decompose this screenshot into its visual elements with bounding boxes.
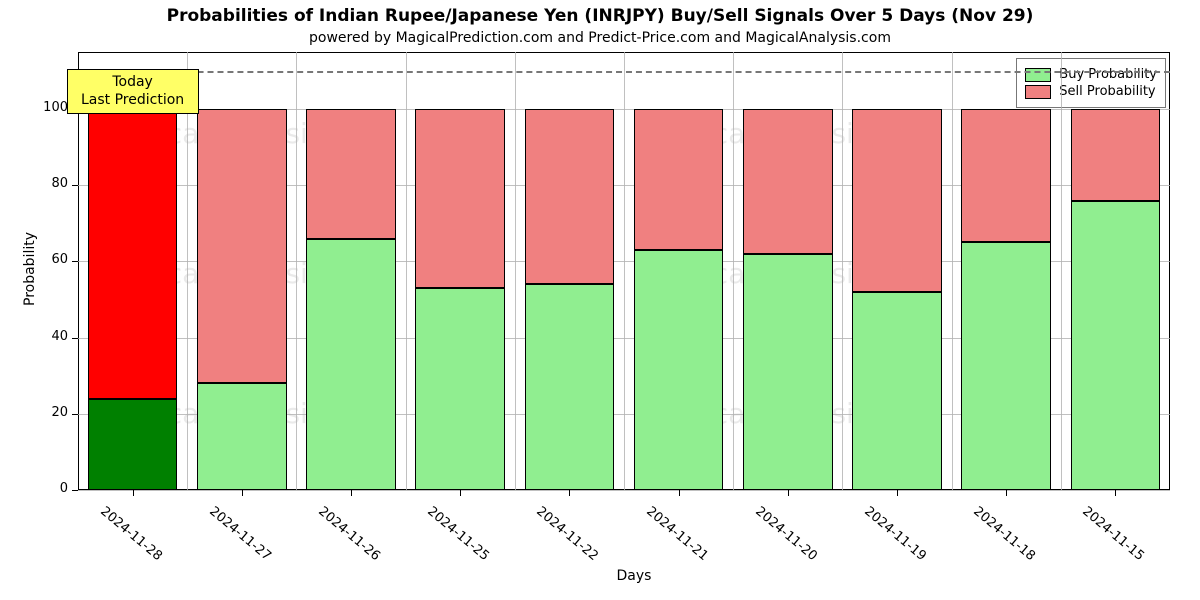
legend-swatch: [1025, 68, 1051, 82]
ytick-label: 40: [28, 329, 68, 344]
xtick-label: 2024-11-26: [315, 504, 383, 564]
ytick-label: 100: [28, 100, 68, 115]
legend-label: Sell Probability: [1059, 84, 1155, 99]
legend-swatch: [1025, 85, 1051, 99]
chart-title: Probabilities of Indian Rupee/Japanese Y…: [0, 6, 1200, 26]
gridline-v: [842, 52, 843, 490]
legend-label: Buy Probability: [1059, 67, 1157, 82]
bar-buy: [88, 399, 178, 490]
xtick-label: 2024-11-19: [861, 504, 929, 564]
ytick-mark: [72, 261, 78, 262]
xtick-mark: [351, 490, 352, 496]
gridline-v: [187, 52, 188, 490]
xtick-mark: [242, 490, 243, 496]
legend-item: Sell Probability: [1025, 84, 1157, 99]
ytick-label: 20: [28, 405, 68, 420]
bar-buy: [634, 250, 724, 490]
xtick-mark: [897, 490, 898, 496]
legend-item: Buy Probability: [1025, 67, 1157, 82]
xtick-label: 2024-11-28: [97, 504, 165, 564]
xtick-label: 2024-11-18: [971, 504, 1039, 564]
ytick-mark: [72, 185, 78, 186]
bar-buy: [197, 383, 287, 490]
xtick-label: 2024-11-25: [425, 504, 493, 564]
bar-sell: [634, 109, 724, 250]
xtick-mark: [1006, 490, 1007, 496]
xtick-label: 2024-11-27: [206, 504, 274, 564]
xtick-mark: [1115, 490, 1116, 496]
bar-sell: [306, 109, 396, 238]
ytick-mark: [72, 338, 78, 339]
bar-sell: [743, 109, 833, 254]
bar-sell: [197, 109, 287, 383]
gridline-v: [406, 52, 407, 490]
ytick-mark: [72, 490, 78, 491]
ytick-label: 80: [28, 176, 68, 191]
xtick-mark: [460, 490, 461, 496]
xtick-mark: [569, 490, 570, 496]
bar-sell: [88, 109, 178, 398]
today-callout-line2: Last Prediction: [78, 92, 188, 110]
bar-sell: [415, 109, 505, 288]
bar-sell: [525, 109, 615, 284]
today-callout-line1: Today: [78, 74, 188, 92]
gridline-v: [1061, 52, 1062, 490]
xtick-mark: [133, 490, 134, 496]
today-callout: TodayLast Prediction: [67, 69, 199, 114]
ytick-label: 60: [28, 252, 68, 267]
gridline-v: [733, 52, 734, 490]
xtick-label: 2024-11-21: [643, 504, 711, 564]
bar-buy: [852, 292, 942, 490]
bar-buy: [306, 239, 396, 490]
legend: Buy Probability Sell Probability: [1016, 58, 1166, 108]
bar-buy: [415, 288, 505, 490]
bar-sell: [1071, 109, 1161, 200]
bar-buy: [743, 254, 833, 490]
bar-sell: [852, 109, 942, 292]
chart-subtitle: powered by MagicalPrediction.com and Pre…: [0, 30, 1200, 46]
bar-sell: [961, 109, 1051, 242]
xtick-label: 2024-11-22: [534, 504, 602, 564]
gridline-v: [624, 52, 625, 490]
gridline-v: [296, 52, 297, 490]
chart-container: Probabilities of Indian Rupee/Japanese Y…: [0, 0, 1200, 600]
xtick-label: 2024-11-20: [752, 504, 820, 564]
gridline-v: [952, 52, 953, 490]
bar-buy: [961, 242, 1051, 490]
ytick-mark: [72, 414, 78, 415]
y-axis-label: Probability: [22, 232, 38, 306]
xtick-mark: [679, 490, 680, 496]
bar-buy: [1071, 201, 1161, 490]
xtick-mark: [788, 490, 789, 496]
ytick-label: 0: [28, 481, 68, 496]
bar-buy: [525, 284, 615, 490]
x-axis-label: Days: [604, 568, 664, 584]
xtick-label: 2024-11-15: [1080, 504, 1148, 564]
gridline-v: [515, 52, 516, 490]
